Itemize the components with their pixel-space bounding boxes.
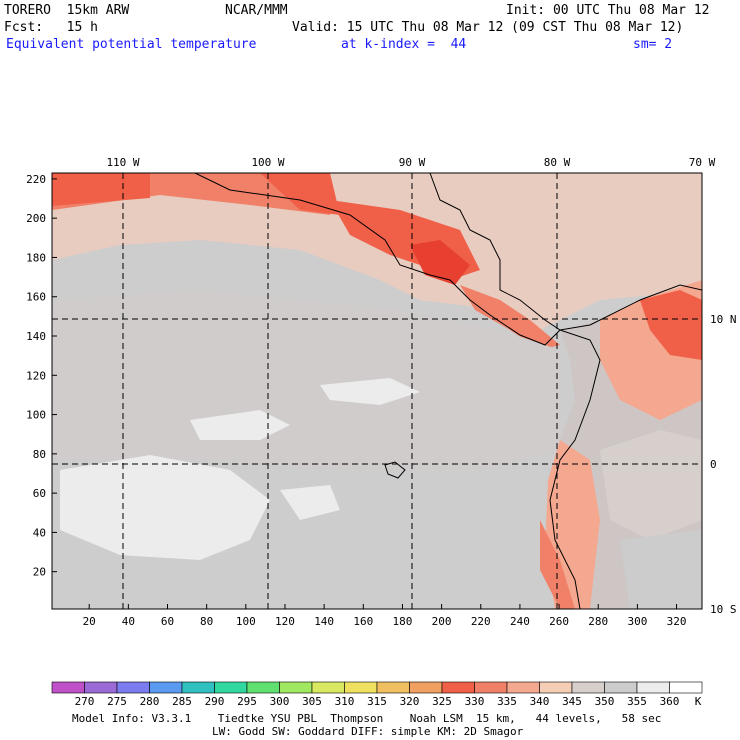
colorbar-label: 350	[594, 695, 615, 708]
colorbar-swatch	[84, 681, 118, 694]
x-tick-label: 160	[353, 615, 373, 628]
colorbar-label: 290	[204, 695, 225, 708]
organization: NCAR/MMM	[225, 3, 288, 18]
x-tick-label: 260	[549, 615, 569, 628]
init-time: Init: 00 UTC Thu 08 Mar 12	[506, 3, 710, 18]
colorbar-swatch	[636, 681, 670, 694]
x-tick-label: 120	[275, 615, 295, 628]
x-tick-label: 80	[200, 615, 213, 628]
top-longitude-labels: 110 W 100 W 90 W 80 W 70 W	[106, 156, 715, 169]
colorbar-label: 305	[302, 695, 322, 708]
colorbar-label: 310	[334, 695, 355, 708]
colorbar-label: 295	[237, 695, 257, 708]
colorbar-swatch	[474, 681, 508, 694]
colorbar-swatch	[571, 681, 605, 694]
y-axis: 220 200 180 160 140 120 100 80 60 40 20	[26, 173, 57, 579]
colorbar-swatch	[246, 681, 280, 694]
y-tick-label: 80	[33, 448, 46, 461]
colorbar-label: 270	[74, 695, 95, 708]
x-tick-label: 200	[432, 615, 452, 628]
colorbar-swatch	[344, 681, 378, 694]
colorbar-label: 300	[269, 695, 290, 708]
colorbar-swatch	[279, 681, 313, 694]
x-tick-label: 280	[588, 615, 608, 628]
colorbar-swatch	[214, 681, 248, 694]
colorbar-label: 320	[399, 695, 420, 708]
colorbar-label: 335	[497, 695, 517, 708]
y-tick-label: 200	[26, 212, 46, 225]
lat-label: 10 S	[710, 603, 737, 616]
lat-label: 10 N	[710, 313, 737, 326]
colorbar-label: 360	[659, 695, 680, 708]
x-tick-label: 20	[83, 615, 96, 628]
x-tick-label: 140	[314, 615, 334, 628]
x-tick-label: 40	[122, 615, 135, 628]
y-tick-label: 40	[33, 526, 46, 539]
colorbar-label: 280	[139, 695, 160, 708]
colorbar-swatch	[604, 681, 638, 694]
colorbar-swatch	[539, 681, 573, 694]
level-info: at k-index = 44	[341, 37, 467, 52]
colorbar-label: 325	[432, 695, 452, 708]
y-tick-label: 60	[33, 487, 46, 500]
y-tick-label: 120	[26, 369, 46, 382]
smoothing-info: sm= 2	[633, 37, 673, 52]
x-tick-label: 100	[236, 615, 256, 628]
x-axis: 20 40 60 80 100 120 140 160 180 200 220 240 260 280 30…	[83, 604, 687, 628]
colorbar-label: 330	[464, 695, 485, 708]
x-tick-label: 320	[667, 615, 687, 628]
x-tick-label: 60	[161, 615, 174, 628]
colorbar-swatch	[506, 681, 540, 694]
forecast-hour: Fcst: 15 h	[4, 20, 98, 35]
valid-time: Valid: 15 UTC Thu 08 Mar 12 (09 CST Thu …	[292, 20, 684, 35]
lon-label: 100 W	[251, 156, 284, 169]
colorbar-swatch	[409, 681, 443, 694]
right-latitude-labels: 10 N 0 10 S	[710, 313, 737, 616]
colorbar-label: 345	[562, 695, 582, 708]
x-tick-label: 220	[471, 615, 491, 628]
colorbar-swatch	[669, 681, 703, 694]
map-frame	[51, 172, 703, 610]
y-tick-label: 180	[26, 251, 46, 264]
x-tick-label: 300	[627, 615, 647, 628]
y-tick-label: 220	[26, 173, 46, 186]
colorbar	[51, 681, 703, 694]
coastlines	[194, 173, 702, 609]
grid-lines	[52, 173, 702, 609]
colorbar-unit: K	[694, 695, 702, 708]
colorbar-swatch	[441, 681, 475, 694]
lon-label: 110 W	[106, 156, 139, 169]
colorbar-label: 355	[627, 695, 647, 708]
colorbar-label: 285	[172, 695, 192, 708]
lon-label: 90 W	[399, 156, 426, 169]
lon-label: 80 W	[544, 156, 571, 169]
field-name: Equivalent potential temperature	[6, 37, 257, 52]
colorbar-swatch	[376, 681, 410, 694]
model-name: TORERO 15km ARW	[4, 3, 130, 18]
colorbar-swatch	[311, 681, 345, 694]
y-tick-label: 100	[26, 409, 46, 422]
lon-label: 70 W	[689, 156, 716, 169]
y-tick-label: 160	[26, 291, 46, 304]
x-tick-label: 240	[510, 615, 530, 628]
model-info-line1: Model Info: V3.3.1 Tiedtke YSU PBL Thomp…	[72, 712, 662, 725]
x-tick-label: 180	[393, 615, 413, 628]
colorbar-swatch	[116, 681, 150, 694]
y-tick-label: 20	[33, 566, 46, 579]
theta-e-field	[52, 173, 702, 609]
colorbar-swatch	[149, 681, 183, 694]
colorbar-label: 315	[367, 695, 387, 708]
colorbar-label: 275	[107, 695, 127, 708]
colorbar-swatch	[181, 681, 215, 694]
model-info-line2: LW: Godd SW: Goddard DIFF: simple KM: 2D…	[212, 725, 524, 738]
lat-label: 0	[710, 458, 717, 471]
y-tick-label: 140	[26, 330, 46, 343]
colorbar-swatch	[51, 681, 85, 694]
colorbar-label: 340	[529, 695, 550, 708]
